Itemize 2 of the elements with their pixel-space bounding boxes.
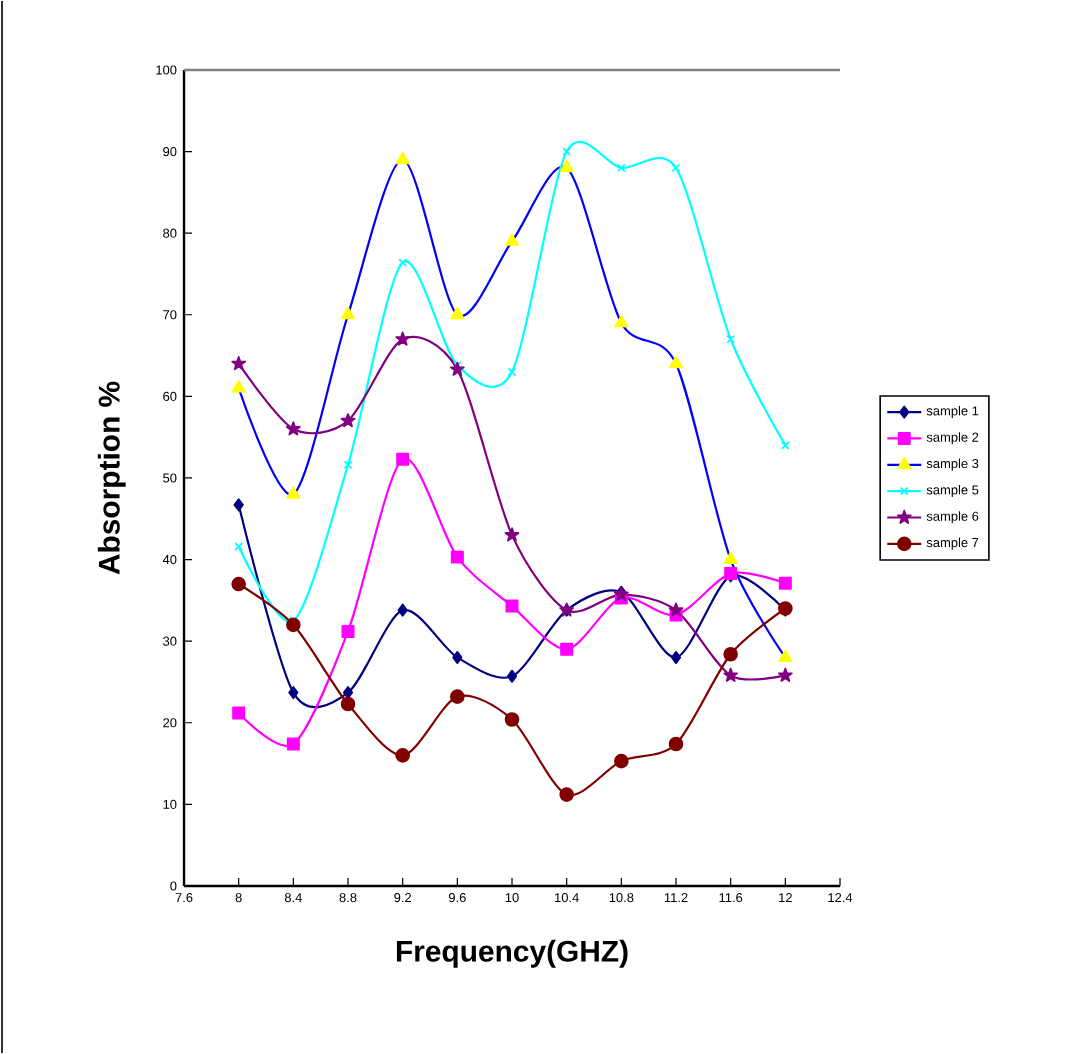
x-axis-title: Frequency(GHZ) [396,939,628,968]
y-axis-title: Absorption % [97,381,126,575]
